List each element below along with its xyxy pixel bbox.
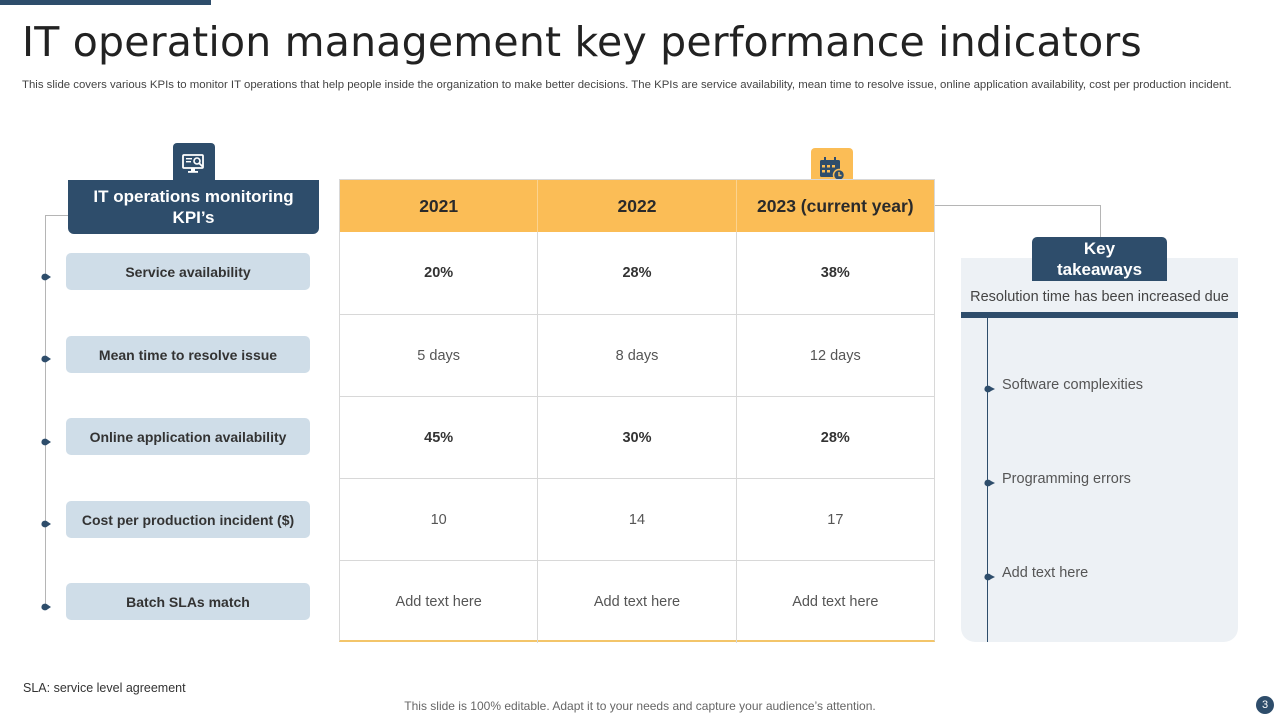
table-cell: Add text here xyxy=(538,561,737,643)
kpi-item-mean-time-to-resolve: Mean time to resolve issue xyxy=(66,336,310,373)
takeaways-header: Key takeaways xyxy=(1032,237,1167,281)
table-row: 10 14 17 xyxy=(340,478,934,561)
table-cell: 14 xyxy=(538,479,737,561)
takeaway-connector-line xyxy=(935,205,1101,206)
takeaway-item-label: Software complexities xyxy=(1002,377,1144,393)
kpi-panel-header: IT operations monitoring KPI’s xyxy=(68,180,319,234)
table-cell: 28% xyxy=(820,430,850,446)
takeaways-subtitle: Resolution time has been increased due xyxy=(970,289,1229,305)
kpi-table: 2021 2022 2023 (current year) 20% 28% 38… xyxy=(339,179,935,643)
kpi-connector-line xyxy=(45,215,46,604)
bullet-dot-icon xyxy=(41,515,51,528)
takeaways-panel xyxy=(961,258,1238,642)
slide-subtitle: This slide covers various KPIs to monito… xyxy=(22,79,1232,91)
table-cell: 30% xyxy=(538,397,737,479)
table-cell: 8 days xyxy=(538,315,737,397)
takeaway-item: Software complexities xyxy=(984,377,1143,393)
monitor-search-icon xyxy=(173,143,215,185)
bullet-dot-icon xyxy=(984,569,995,581)
bullet-dot-icon xyxy=(984,381,995,393)
kpi-connector-stub xyxy=(45,215,68,216)
takeaway-item: Add text here xyxy=(984,565,1088,581)
table-header-row: 2021 2022 2023 (current year) xyxy=(340,180,934,232)
bullet-dot-icon xyxy=(41,268,51,281)
kpi-item-batch-slas: Batch SLAs match xyxy=(66,583,310,620)
takeaway-connector-drop xyxy=(1100,205,1101,237)
table-cell: Add text here xyxy=(340,561,539,643)
table-cell: 45% xyxy=(340,397,539,479)
table-cell: 5 days xyxy=(340,315,539,397)
table-cell: 20% xyxy=(340,232,539,314)
kpi-panel-header-label: IT operations monitoring KPI’s xyxy=(93,187,294,227)
kpi-item-online-app-availability: Online application availability xyxy=(66,418,310,455)
takeaway-item: Programming errors xyxy=(984,471,1131,487)
table-cell: 17 xyxy=(827,512,844,528)
table-cell: Add text here xyxy=(792,594,879,610)
kpi-item-service-availability: Service availability xyxy=(66,253,310,290)
column-header-2021: 2021 xyxy=(340,180,539,232)
table-cell: 28% xyxy=(538,232,737,314)
table-cell: 12 days xyxy=(809,348,861,364)
column-header-2023: 2023 (current year) xyxy=(757,195,914,216)
top-accent-bar xyxy=(0,0,211,5)
takeaways-header-label: Key takeaways xyxy=(1056,239,1143,279)
table-cell: 38% xyxy=(820,265,850,281)
bullet-dot-icon xyxy=(41,598,51,611)
table-cell: 10 xyxy=(340,479,539,561)
bullet-dot-icon xyxy=(984,475,995,487)
table-row: Add text here Add text here Add text her… xyxy=(340,560,934,643)
footer-note: This slide is 100% editable. Adapt it to… xyxy=(404,699,876,713)
table-row: 45% 30% 28% xyxy=(340,396,934,479)
table-row: 20% 28% 38% xyxy=(340,232,934,314)
column-header-2022: 2022 xyxy=(538,180,737,232)
footnote: SLA: service level agreement xyxy=(23,681,186,695)
takeaway-item-label: Programming errors xyxy=(1002,471,1131,487)
takeaway-item-label: Add text here xyxy=(1002,565,1089,581)
bullet-dot-icon xyxy=(41,433,51,446)
takeaways-divider xyxy=(961,312,1238,318)
bullet-dot-icon xyxy=(41,350,51,363)
slide-title: IT operation management key performance … xyxy=(22,18,1142,66)
table-row: 5 days 8 days 12 days xyxy=(340,314,934,397)
page-number: 3 xyxy=(1256,696,1274,714)
kpi-item-cost-per-incident: Cost per production incident ($) xyxy=(66,501,310,538)
